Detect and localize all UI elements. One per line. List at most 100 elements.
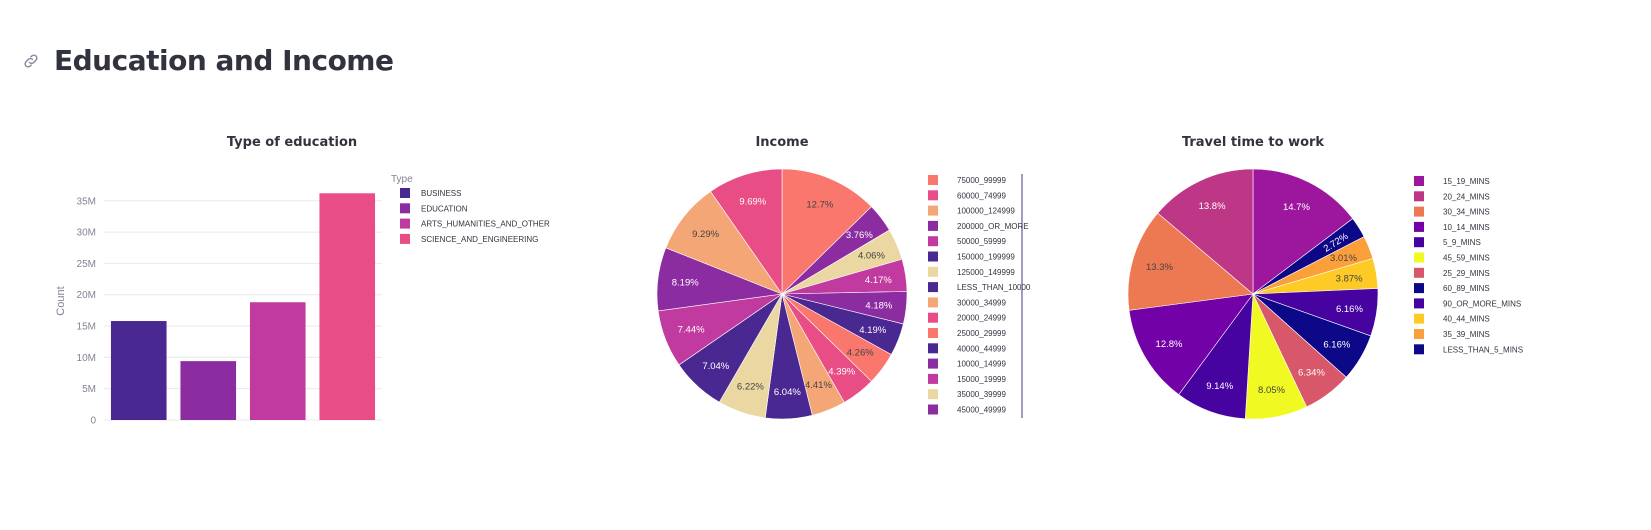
legend-swatch[interactable] (928, 220, 938, 231)
legend-label[interactable]: 125000_149999 (957, 268, 1015, 277)
legend-swatch[interactable] (928, 297, 938, 308)
slice-label: 7.44% (678, 325, 705, 336)
legend-swatch[interactable] (1414, 206, 1424, 217)
legend-label[interactable]: 20000_24999 (957, 314, 1006, 323)
legend-label[interactable]: LESS_THAN_5_MINS (1443, 345, 1523, 354)
legend-swatch[interactable] (400, 188, 410, 198)
legend-swatch[interactable] (1414, 237, 1424, 248)
legend-label[interactable]: BUSINESS (421, 189, 461, 198)
legend-label[interactable]: 90_OR_MORE_MINS (1443, 299, 1521, 308)
travel-pie-chart: Travel time to work 14.7% 2.72% 3.01% 3.87% 6… (1100, 120, 1570, 440)
legend-swatch[interactable] (928, 343, 938, 354)
legend-label[interactable]: 40000_44999 (957, 344, 1006, 353)
legend-swatch[interactable] (928, 282, 938, 293)
page-title: Education and Income (54, 44, 394, 77)
legend-swatch[interactable] (1414, 298, 1424, 309)
legend-label[interactable]: 35000_39999 (957, 390, 1006, 399)
legend-label[interactable]: 100000_124999 (957, 207, 1015, 216)
slice-label: 9.29% (692, 229, 719, 240)
legend-swatch[interactable] (928, 266, 938, 277)
legend-label[interactable]: EDUCATION (421, 204, 468, 213)
y-tick-label: 30M (77, 228, 96, 239)
slice-75000-99999[interactable] (781, 168, 872, 295)
legend-swatch[interactable] (1414, 344, 1424, 355)
slice-30-34-mins[interactable] (1127, 212, 1254, 311)
legend-label[interactable]: 20_24_MINS (1443, 192, 1490, 201)
legend-swatch[interactable] (1414, 267, 1424, 278)
legend-label[interactable]: 75000_99999 (957, 176, 1006, 185)
legend-swatch[interactable] (928, 205, 938, 216)
slice-label: 6.16% (1323, 339, 1350, 350)
legend-label[interactable]: 200000_OR_MORE (957, 222, 1029, 231)
education-bar-chart-svg: Type of education 0 5M 10M 15M 20M 25M 30M 35M Co… (55, 135, 550, 427)
legend-swatch[interactable] (400, 218, 410, 229)
slice-20-24-mins[interactable] (1157, 168, 1254, 295)
legend-swatch[interactable] (1414, 252, 1424, 263)
legend-swatch[interactable] (1414, 283, 1424, 294)
legend-label[interactable]: 45_59_MINS (1443, 254, 1490, 263)
legend-swatch[interactable] (1414, 176, 1424, 186)
legend-label[interactable]: 15000_19999 (957, 375, 1006, 384)
slice-label: 6.16% (1336, 304, 1363, 315)
legend-label[interactable]: 60000_74999 (957, 191, 1006, 200)
legend-label[interactable]: 35_39_MINS (1443, 330, 1490, 339)
legend-label[interactable]: 10_14_MINS (1443, 223, 1490, 232)
slice-label: 4.26% (847, 348, 874, 359)
bar-science-and-engineering[interactable] (319, 193, 376, 420)
legend-swatch[interactable] (1414, 221, 1424, 232)
legend-swatch[interactable] (928, 312, 938, 323)
legend-label[interactable]: 25000_29999 (957, 329, 1006, 338)
slice-15-19-mins[interactable] (1252, 168, 1354, 295)
bar-education[interactable] (180, 361, 237, 420)
legend-label[interactable]: ARTS_HUMANITIES_AND_OTHER (421, 220, 550, 229)
slice-label: 6.04% (774, 387, 801, 398)
income-pie-chart-svg: Income 12.7% 3.76% 4.06% 4.17% 4.18% 4.19% 4.26… (656, 135, 1031, 420)
slice-10-14-mins[interactable] (1128, 293, 1254, 395)
legend-label[interactable]: 30000_34999 (957, 298, 1006, 307)
slice-label: 7.04% (702, 361, 729, 372)
slice-label: 9.14% (1206, 381, 1233, 392)
legend-label[interactable]: 15_19_MINS (1443, 177, 1490, 186)
legend-label[interactable]: 10000_14999 (957, 360, 1006, 369)
legend-label[interactable]: SCIENCE_AND_ENGINEERING (421, 235, 538, 244)
slice-label: 6.22% (737, 382, 764, 393)
bar-arts-humanities-and-other[interactable] (249, 302, 306, 420)
travel-pie-chart-svg: Travel time to work14.7%2.72%3.01%3.87%6… (1127, 135, 1523, 420)
legend-swatch[interactable] (928, 404, 938, 415)
y-tick-label: 20M (77, 290, 96, 301)
slice-label: 3.87% (1336, 273, 1363, 284)
legend-swatch[interactable] (1414, 313, 1424, 324)
legend-swatch[interactable] (928, 175, 938, 185)
slice-label: 4.39% (828, 367, 855, 378)
legend-label[interactable]: LESS_THAN_10000 (957, 283, 1031, 292)
slice-label: 6.34% (1298, 368, 1325, 379)
legend-swatch[interactable] (928, 373, 938, 384)
legend-swatch[interactable] (928, 236, 938, 247)
slice-label: 13.8% (1199, 201, 1226, 212)
slice-60000-74999[interactable] (710, 168, 783, 295)
legend-swatch[interactable] (928, 389, 938, 400)
y-axis-label: Count (55, 286, 67, 315)
legend-label[interactable]: 45000_49999 (957, 406, 1006, 415)
link-icon[interactable] (22, 52, 40, 70)
legend-label[interactable]: 150000_199999 (957, 253, 1015, 262)
legend-swatch[interactable] (400, 233, 410, 244)
legend-swatch[interactable] (1414, 191, 1424, 202)
legend-label[interactable]: 50000_59999 (957, 237, 1006, 246)
slice-label: 4.06% (858, 251, 885, 262)
page-header: Education and Income (22, 44, 394, 77)
legend-label[interactable]: 60_89_MINS (1443, 284, 1490, 293)
legend-label[interactable]: 5_9_MINS (1443, 238, 1481, 247)
legend-label[interactable]: 25_29_MINS (1443, 269, 1490, 278)
legend-swatch[interactable] (928, 328, 938, 338)
bar-business[interactable] (110, 321, 167, 420)
y-tick-label: 15M (77, 322, 96, 333)
legend-swatch[interactable] (928, 251, 938, 262)
legend-swatch[interactable] (400, 203, 410, 214)
legend-title: Type (391, 174, 413, 185)
legend-swatch[interactable] (928, 190, 938, 201)
legend-label[interactable]: 40_44_MINS (1443, 315, 1490, 324)
legend-swatch[interactable] (1414, 329, 1424, 339)
legend-label[interactable]: 30_34_MINS (1443, 208, 1490, 217)
legend-swatch[interactable] (928, 358, 938, 369)
